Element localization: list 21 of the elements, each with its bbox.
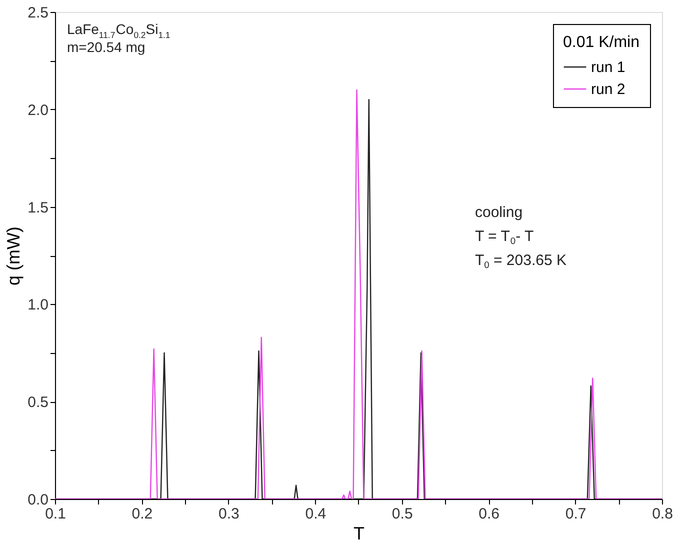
- x-tick-label: 0.2: [132, 506, 153, 522]
- x-tick-label: 0.1: [45, 506, 66, 522]
- x-axis-title: T: [354, 524, 364, 544]
- y-tick-label: 2.0: [28, 102, 48, 119]
- legend-title: 0.01 K/min: [563, 34, 640, 51]
- y-tick-label: 2.5: [28, 4, 48, 22]
- annotation: cooling: [475, 204, 523, 221]
- x-tick-label: 0.3: [218, 506, 240, 522]
- y-tick-label: 0.5: [28, 394, 48, 412]
- legend-label: run 2: [591, 81, 626, 98]
- y-axis-title: q (mW): [4, 226, 24, 286]
- legend-label: run 1: [591, 59, 626, 76]
- x-tick-label: 0.5: [392, 506, 413, 522]
- y-tick-label: 1.0: [28, 296, 48, 314]
- y-tick-label: 1.5: [28, 199, 48, 216]
- x-tick-label: 0.8: [652, 506, 673, 522]
- x-tick-label: 0.6: [478, 506, 500, 522]
- x-tick-label: 0.4: [305, 506, 326, 522]
- annotation: m=20.54 mg: [67, 39, 146, 55]
- y-tick-label: 0.0: [28, 492, 48, 508]
- x-tick-label: 0.7: [565, 506, 586, 522]
